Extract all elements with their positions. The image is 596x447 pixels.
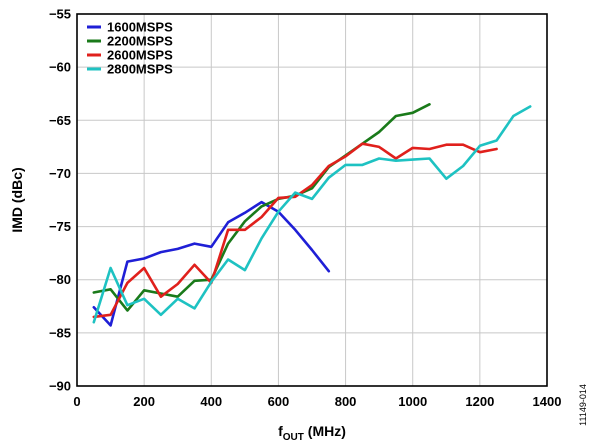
x-tick-label: 1200 (465, 394, 494, 409)
y-tick-label: −55 (49, 7, 71, 22)
x-tick-label: 1000 (398, 394, 427, 409)
y-tick-label: −65 (49, 113, 71, 128)
series-line-2800msps (92, 105, 532, 324)
y-tick-label: −85 (49, 325, 71, 340)
series-line-2600msps (92, 142, 498, 319)
series-line-2200msps (92, 103, 431, 312)
figure-id: 11149-014 (578, 384, 588, 426)
x-tick-label: 0 (73, 394, 80, 409)
y-tick-label: −80 (49, 272, 71, 287)
x-tick-label: 800 (335, 394, 357, 409)
x-axis-title-unit: (MHz) (304, 423, 346, 439)
x-tick-label: 200 (133, 394, 155, 409)
x-axis-title-main: f (278, 423, 283, 439)
series-line-1600msps (92, 200, 331, 327)
y-tick-label: −75 (49, 219, 71, 234)
plot-area-frame (76, 13, 548, 387)
axis-ticks: 0 200 400 600 800 1000 1200 1400 −90 −85 −80 −75 −70… (49, 7, 562, 410)
legend-label-2800msps: 2800MSPS (107, 62, 173, 77)
x-axis-title: fOUT (MHz) (278, 423, 346, 443)
legend-label-1600msps: 1600MSPS (107, 20, 173, 35)
legend-label-2600msps: 2600MSPS (107, 48, 173, 63)
y-tick-label: −70 (49, 166, 71, 181)
y-axis-title: IMD (dBc) (9, 167, 25, 232)
y-tick-label: −60 (49, 60, 71, 75)
series-lines (92, 103, 532, 327)
x-tick-label: 600 (268, 394, 290, 409)
x-axis-title-subscript: OUT (283, 432, 304, 443)
x-tick-label: 400 (200, 394, 222, 409)
legend-label-2200msps: 2200MSPS (107, 34, 173, 49)
y-tick-label: −90 (49, 379, 71, 394)
x-tick-label: 1400 (533, 394, 562, 409)
